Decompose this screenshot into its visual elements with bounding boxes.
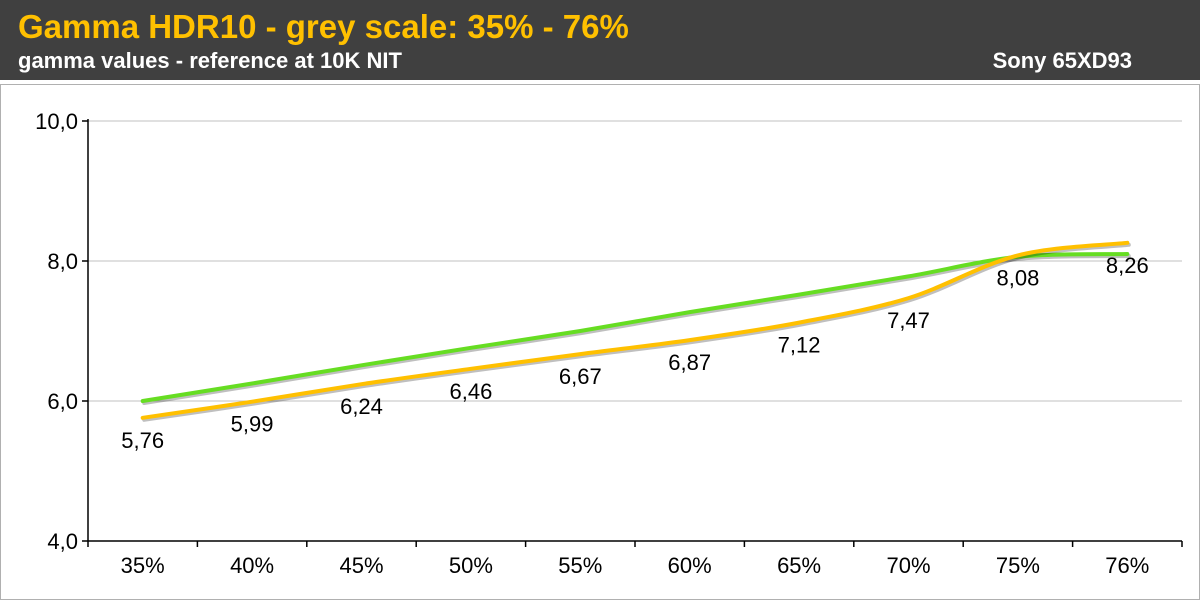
x-tick-label-2: 45% — [339, 553, 383, 578]
x-tick-label-4: 55% — [558, 553, 602, 578]
chart-area: 4,0 6,0 8,0 10,0 35% 40% 45% 50% 55% 60% 65% 70% 75%… — [0, 84, 1200, 600]
series-1-line — [140, 240, 1130, 420]
data-label-3: 6,46 — [449, 379, 492, 404]
y-tick-label-1: 6,0 — [47, 389, 78, 414]
x-tick-label-5: 60% — [668, 553, 712, 578]
y-tick-label-0: 4,0 — [47, 529, 78, 554]
series-1-shadow — [142, 242, 1131, 422]
data-label-7: 7,47 — [887, 308, 930, 333]
x-tick-label-8: 75% — [996, 553, 1040, 578]
data-label-9: 8,26 — [1106, 253, 1149, 278]
series-0-line — [140, 252, 1130, 403]
x-tick-label-1: 40% — [230, 553, 274, 578]
data-label-2: 6,24 — [340, 394, 383, 419]
y-tick-label-2: 8,0 — [47, 249, 78, 274]
gamma-chart: 4,0 6,0 8,0 10,0 35% 40% 45% 50% 55% 60% 65% 70% 75%… — [35, 109, 1183, 578]
data-label-1: 5,99 — [231, 412, 274, 437]
data-label-5: 6,87 — [668, 350, 711, 375]
x-tick-label-3: 50% — [449, 553, 493, 578]
data-label-6: 7,12 — [778, 333, 821, 358]
device-name: Sony 65XD93 — [992, 48, 1132, 73]
chart-subtitle: gamma values - reference at 10K NIT — [18, 48, 402, 73]
data-label-4: 6,67 — [559, 364, 602, 389]
chart-title: Gamma HDR10 - grey scale: 35% - 76% — [18, 8, 629, 45]
x-tick-label-0: 35% — [121, 553, 165, 578]
x-tick-label-7: 70% — [886, 553, 930, 578]
series-0-shadow — [142, 254, 1131, 405]
y-tick-label-3: 10,0 — [35, 109, 78, 134]
header-bar: Gamma HDR10 - grey scale: 35% - 76% gamm… — [0, 0, 1200, 80]
x-tick-label-6: 65% — [777, 553, 821, 578]
data-label-0: 5,76 — [121, 428, 164, 453]
data-label-8: 8,08 — [996, 265, 1039, 290]
x-tick-label-9: 76% — [1105, 553, 1149, 578]
